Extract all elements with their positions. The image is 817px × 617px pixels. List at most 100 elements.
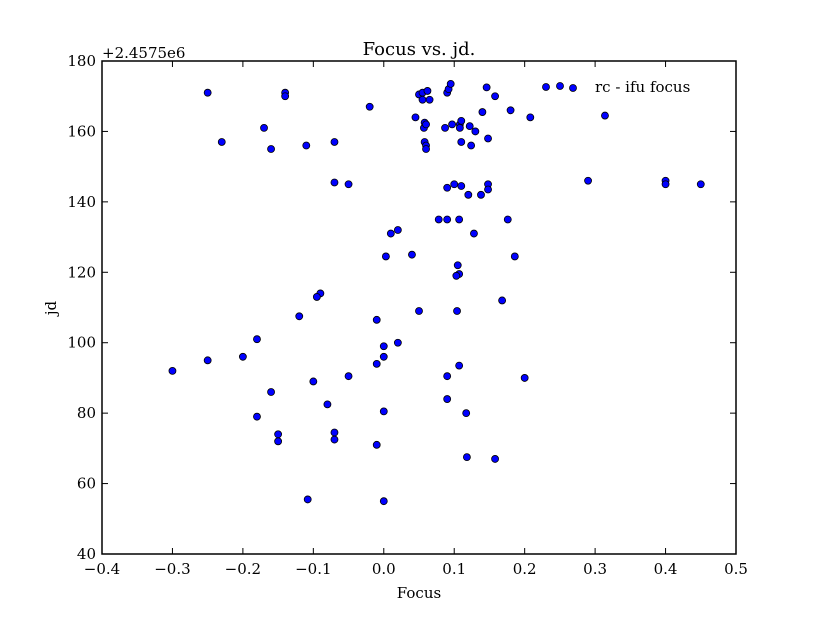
point xyxy=(330,138,339,146)
point xyxy=(482,83,491,92)
point xyxy=(330,435,339,444)
point xyxy=(372,440,381,449)
point xyxy=(443,183,452,192)
x-tick-label: −0.3 xyxy=(154,560,190,578)
legend-marker xyxy=(542,83,550,91)
point xyxy=(661,180,670,189)
point xyxy=(386,229,395,238)
point xyxy=(506,106,515,115)
legend-marker xyxy=(569,84,577,92)
x-tick-label: 0.4 xyxy=(654,560,678,578)
point xyxy=(484,185,492,194)
point xyxy=(379,497,388,506)
x-tick-label: −0.2 xyxy=(225,560,261,578)
point xyxy=(344,180,353,189)
point xyxy=(330,178,339,187)
point xyxy=(302,141,311,150)
point xyxy=(478,108,487,116)
point xyxy=(365,102,374,111)
point xyxy=(260,124,268,132)
point xyxy=(303,495,312,504)
point xyxy=(379,342,388,351)
chart-title: Focus vs. jd. xyxy=(363,39,476,60)
point xyxy=(434,215,443,224)
point xyxy=(498,296,507,305)
point xyxy=(696,180,705,189)
point xyxy=(446,79,455,88)
point xyxy=(411,113,420,122)
y-tick-label: 40 xyxy=(77,545,96,563)
x-tick-label: −0.4 xyxy=(84,560,120,578)
point xyxy=(453,261,462,270)
x-tick-label: 0.2 xyxy=(513,560,537,578)
x-tick-label: 0.3 xyxy=(583,560,607,578)
point xyxy=(425,95,434,104)
y-offset-label: +2.4575e6 xyxy=(102,44,185,62)
point xyxy=(274,430,283,439)
point xyxy=(344,372,353,381)
x-tick-label: 0.0 xyxy=(372,560,396,578)
point xyxy=(491,455,499,463)
point xyxy=(203,356,212,365)
point xyxy=(503,215,512,224)
y-tick-label: 160 xyxy=(67,122,96,140)
point xyxy=(443,372,452,381)
x-tick-label: 0.1 xyxy=(442,560,466,578)
legend-entry: rc - ifu focus xyxy=(542,78,690,96)
legend-label: rc - ifu focus xyxy=(595,78,690,96)
point xyxy=(584,176,592,185)
point xyxy=(238,352,247,361)
y-tick-label: 180 xyxy=(67,52,96,70)
point xyxy=(168,366,177,375)
point xyxy=(418,95,427,104)
point xyxy=(393,226,402,234)
axes-frame xyxy=(101,60,737,555)
point xyxy=(457,138,466,146)
point xyxy=(422,145,430,153)
plot-area xyxy=(168,79,705,506)
y-tick-label: 100 xyxy=(67,334,96,352)
point xyxy=(423,87,432,95)
point xyxy=(379,407,388,416)
point xyxy=(309,377,318,386)
point xyxy=(455,215,464,224)
point xyxy=(330,428,339,437)
point xyxy=(452,271,461,280)
point xyxy=(203,88,212,97)
y-axis-label: jd xyxy=(42,300,60,317)
point xyxy=(467,141,476,150)
point xyxy=(441,124,449,132)
point xyxy=(443,395,452,403)
point xyxy=(312,293,321,301)
point xyxy=(274,437,283,446)
point xyxy=(267,388,275,396)
x-tick-label: −0.1 xyxy=(295,560,331,578)
point xyxy=(477,190,485,199)
point xyxy=(281,92,290,101)
point xyxy=(267,145,275,153)
point xyxy=(526,113,535,122)
point xyxy=(462,409,471,418)
point xyxy=(295,312,304,321)
point xyxy=(455,361,464,370)
point xyxy=(463,453,471,462)
y-tick-label: 80 xyxy=(77,404,96,422)
point xyxy=(457,182,466,190)
point xyxy=(323,400,332,409)
y-tick-label: 120 xyxy=(67,263,96,281)
y-tick-label: 60 xyxy=(77,475,96,493)
x-tick-label: 0.5 xyxy=(724,560,748,578)
point xyxy=(253,412,261,421)
point xyxy=(379,352,388,361)
point xyxy=(381,252,390,261)
legend-marker xyxy=(556,82,564,90)
point xyxy=(465,122,474,131)
point xyxy=(393,338,402,347)
y-tick-label: 140 xyxy=(67,193,96,211)
point xyxy=(217,138,226,146)
point xyxy=(455,124,464,132)
point xyxy=(457,116,466,125)
point xyxy=(443,215,452,224)
